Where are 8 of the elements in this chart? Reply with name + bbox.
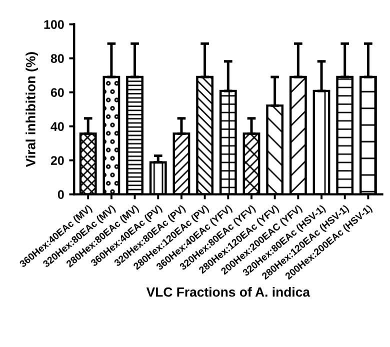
y-axis-title: Viral inhibition (%) [26,52,38,167]
y-tick-label: 20 [50,156,64,165]
y-tick-label: 80 [50,54,64,63]
y-tick-label: 0 [58,190,64,199]
y-tick-label: 100 [44,20,64,29]
y-tick-label: 60 [50,88,64,97]
x-axis-title: VLC Fractions of A. indica [146,287,310,297]
y-tick-label: 40 [50,122,64,131]
